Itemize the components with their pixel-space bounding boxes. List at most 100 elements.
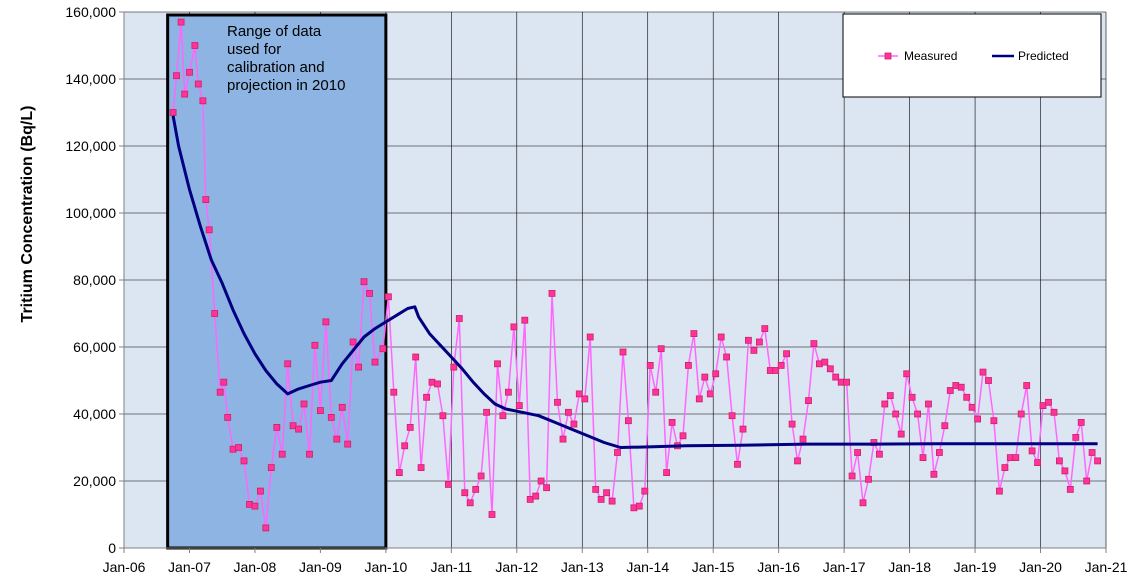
measured-point (390, 388, 398, 396)
measured-point (646, 361, 654, 369)
measured-point (968, 403, 976, 411)
measured-point (679, 432, 687, 440)
measured-point (202, 196, 210, 204)
measured-point (619, 348, 627, 356)
measured-point (914, 410, 921, 418)
measured-point (876, 450, 883, 458)
x-axis-ticks: Jan-06 Jan-07 Jan-08 Jan-09 Jan-10 Jan-11 Jan-… (103, 548, 1128, 575)
y-tick-label: 120,000 (65, 138, 116, 154)
measured-point (1034, 459, 1041, 467)
measured-point (515, 402, 523, 410)
y-tick-label: 160,000 (65, 4, 116, 20)
annotation-line: Range of data (227, 23, 322, 40)
y-axis-label: Tritium Concentration (Bq/L) (19, 106, 36, 323)
measured-point (186, 68, 193, 76)
measured-point (344, 440, 352, 448)
measured-point (777, 361, 785, 369)
measured-point (996, 487, 1003, 495)
measured-point (450, 363, 458, 371)
measured-point (848, 472, 856, 480)
measured-point (371, 358, 379, 366)
series-measured (169, 18, 1101, 532)
measured-point (267, 464, 275, 472)
measured-point (728, 412, 736, 420)
measured-point (663, 469, 670, 477)
measured-point (543, 484, 550, 492)
measured-point (548, 289, 556, 297)
measured-point (597, 495, 605, 503)
x-tick-label: Jan-15 (692, 559, 735, 575)
measured-point (211, 310, 219, 317)
measured-point (417, 464, 425, 472)
y-tick-label: 140,000 (65, 71, 116, 87)
measured-point (990, 417, 998, 425)
measured-point (240, 457, 248, 465)
measured-point (750, 346, 758, 354)
measured-point (930, 470, 938, 478)
measured-point (832, 373, 840, 381)
measured-point (668, 418, 676, 426)
measured-point (886, 392, 894, 400)
measured-point (625, 417, 632, 425)
y-tick-label: 60,000 (73, 339, 116, 355)
measured-point (881, 400, 889, 408)
measured-point (1061, 467, 1069, 475)
measured-point (810, 340, 818, 348)
measured-point (772, 367, 780, 374)
measured-point (805, 397, 812, 405)
predicted-line (171, 115, 1098, 449)
measured-point (521, 316, 529, 324)
measured-point (355, 363, 363, 371)
measured-point (657, 345, 665, 353)
measured-point (423, 393, 431, 401)
measured-point (177, 18, 185, 26)
measured-point (333, 435, 341, 443)
measured-point (936, 449, 943, 456)
measured-point (504, 388, 512, 396)
measured-point (191, 42, 199, 49)
measured-point (565, 408, 572, 416)
measured-point (499, 412, 507, 420)
legend-predicted-label: Predicted (1018, 49, 1069, 63)
measured-point (756, 338, 763, 346)
measured-point (897, 430, 905, 438)
measured-point (295, 425, 303, 433)
x-tick-label: Jan-18 (888, 559, 931, 575)
measured-point (1094, 457, 1101, 465)
measured-point (199, 97, 207, 105)
x-tick-label: Jan-09 (299, 559, 342, 575)
measured-point (799, 435, 807, 443)
measured-point (1088, 449, 1096, 456)
measured-point (461, 489, 469, 497)
x-tick-label: Jan-17 (823, 559, 866, 575)
measured-point (614, 449, 621, 456)
measured-point (488, 511, 496, 518)
measured-point (401, 442, 409, 450)
measured-point (1072, 433, 1080, 441)
measured-point (494, 360, 501, 368)
x-tick-label: Jan-11 (430, 559, 472, 575)
x-tick-label: Jan-19 (954, 559, 997, 575)
measured-point (256, 487, 264, 495)
measured-point (903, 370, 911, 378)
measured-point (311, 341, 319, 349)
measured-point (761, 325, 769, 333)
measured-point (788, 420, 796, 428)
measured-point (455, 315, 463, 322)
measured-point (483, 408, 491, 416)
measured-point (322, 318, 330, 326)
measured-point (194, 80, 202, 88)
measured-point (946, 387, 954, 394)
measured-point (745, 336, 752, 344)
measured-point (300, 400, 308, 408)
measured-point (859, 499, 867, 507)
series-predicted (171, 115, 1098, 449)
measured-point (1012, 454, 1020, 462)
measured-point (395, 469, 403, 477)
x-tick-label: Jan-20 (1019, 559, 1062, 575)
annotation-line: projection in 2010 (227, 77, 345, 94)
measured-point (570, 420, 578, 428)
measured-point (1017, 410, 1025, 418)
measured-point (581, 395, 589, 403)
measured-point (908, 393, 916, 401)
